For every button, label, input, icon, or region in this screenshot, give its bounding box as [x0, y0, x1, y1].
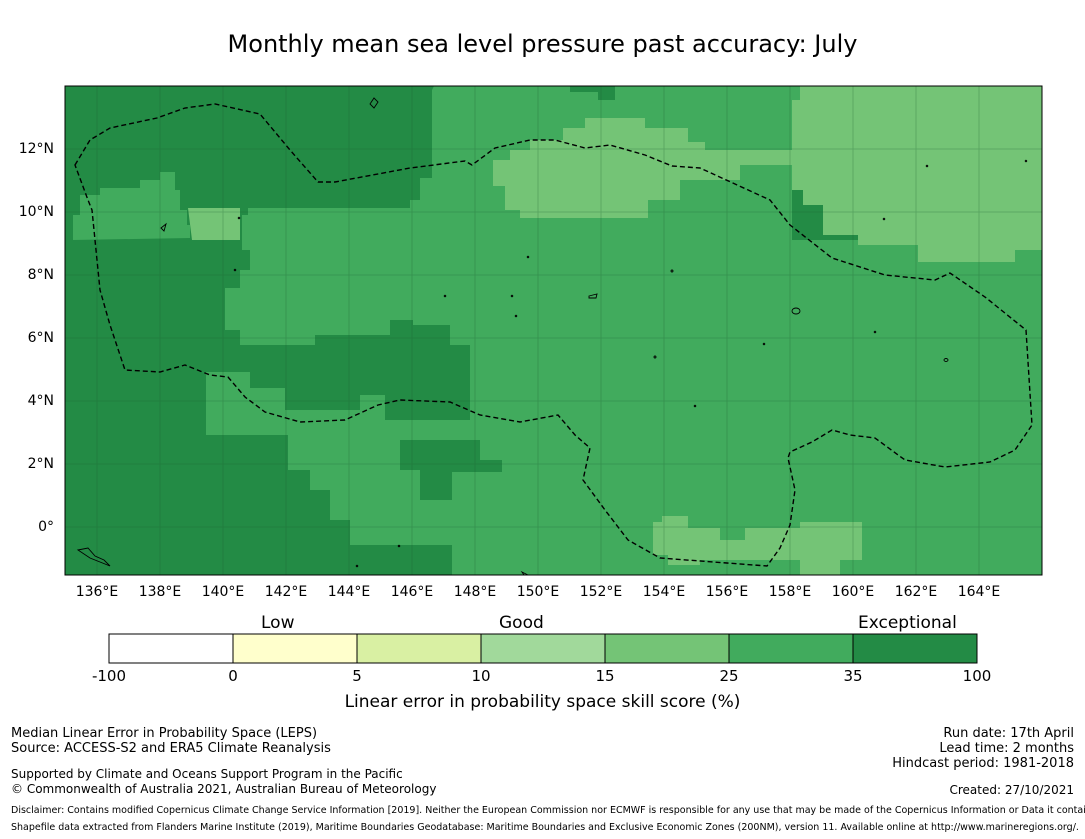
colorbar-tick: 10	[471, 667, 491, 685]
footer-run-date: Run date: 17th April	[943, 726, 1074, 741]
region-exceptional-top	[570, 86, 615, 100]
lon-label-158e: 158°E	[768, 584, 812, 600]
colorbar-tick: 100	[962, 667, 992, 685]
footer-shapefile: Shapefile data extracted from Flanders M…	[11, 822, 1079, 833]
lon-label-162e: 162°E	[894, 584, 938, 600]
footer-support: Supported by Climate and Oceans Support …	[11, 767, 403, 781]
lon-label-144e: 144°E	[327, 584, 371, 600]
colorbar-bin-10-15	[480, 633, 606, 664]
colorbar-bin-25-35	[728, 633, 854, 664]
lat-label-8n: 8°N	[27, 267, 54, 283]
footer-created: Created: 27/10/2021	[949, 783, 1074, 797]
lon-label-136e: 136°E	[75, 584, 119, 600]
lon-label-148e: 148°E	[453, 584, 497, 600]
lon-label-160e: 160°E	[831, 584, 875, 600]
region-good-high-nw	[73, 172, 190, 240]
region-good-mid-south2	[745, 522, 862, 575]
islands	[76, 97, 1028, 576]
colorbar-bin-15-25	[604, 633, 730, 664]
colorbar-bin-35-100	[852, 633, 978, 664]
lon-label-146e: 146°E	[390, 584, 434, 600]
colorbar-tick: -100	[91, 667, 127, 685]
footer-hindcast: Hindcast period: 1981-2018	[892, 756, 1074, 771]
region-good-high-sw	[206, 372, 452, 545]
colorbar-category-low: Low	[261, 613, 295, 633]
colorbar-bin-5-10	[356, 633, 482, 664]
colorbar-tick: 0	[228, 667, 238, 685]
colorbar-bin-neg100-0	[108, 633, 234, 664]
lon-label-138e: 138°E	[138, 584, 182, 600]
eez-boundary	[74, 103, 1033, 567]
colorbar-tick: 35	[843, 667, 863, 685]
lat-label-6n: 6°N	[27, 330, 54, 346]
footer-lead-time: Lead time: 2 months	[939, 741, 1074, 756]
region-good-mid-ne	[792, 86, 1042, 262]
colorbar-tick: 25	[719, 667, 739, 685]
colorbar-tick: 15	[595, 667, 615, 685]
region-exceptional-central2	[400, 440, 502, 500]
footer-disclaimer: Disclaimer: Contains modified Copernicus…	[11, 805, 1085, 816]
colorbar	[108, 633, 978, 664]
lat-label-4n: 4°N	[27, 393, 54, 409]
footer-copyright: © Commonwealth of Australia 2021, Austra…	[11, 782, 437, 796]
map-title: Monthly mean sea level pressure past acc…	[227, 30, 858, 58]
lat-label-0: 0°	[38, 519, 54, 535]
colorbar-label: Linear error in probability space skill …	[344, 692, 741, 712]
lat-label-12n: 12°N	[18, 141, 54, 157]
region-good-high-nw2	[188, 208, 240, 240]
colorbar-tick: 5	[352, 667, 362, 685]
footer-source: Source: ACCESS-S2 and ERA5 Climate Reana…	[11, 741, 331, 756]
region-exceptional-central	[385, 320, 470, 420]
colorbar-bin-0-5	[232, 633, 358, 664]
colorbar-category-exceptional: Exceptional	[858, 613, 957, 633]
lat-label-2n: 2°N	[27, 456, 54, 472]
lon-label-142e: 142°E	[264, 584, 308, 600]
region-good-mid-south1	[653, 516, 745, 565]
lon-label-152e: 152°E	[579, 584, 623, 600]
footer-method: Median Linear Error in Probability Space…	[11, 726, 318, 741]
grid	[65, 86, 1042, 575]
lon-label-156e: 156°E	[705, 584, 749, 600]
lon-label-154e: 154°E	[642, 584, 686, 600]
colorbar-category-good: Good	[499, 613, 544, 633]
lon-label-150e: 150°E	[516, 584, 560, 600]
map-frame	[64, 85, 1043, 576]
lat-label-10n: 10°N	[18, 204, 54, 220]
lon-label-164e: 164°E	[957, 584, 1001, 600]
lon-label-140e: 140°E	[201, 584, 245, 600]
region-good-mid-north	[480, 118, 792, 218]
